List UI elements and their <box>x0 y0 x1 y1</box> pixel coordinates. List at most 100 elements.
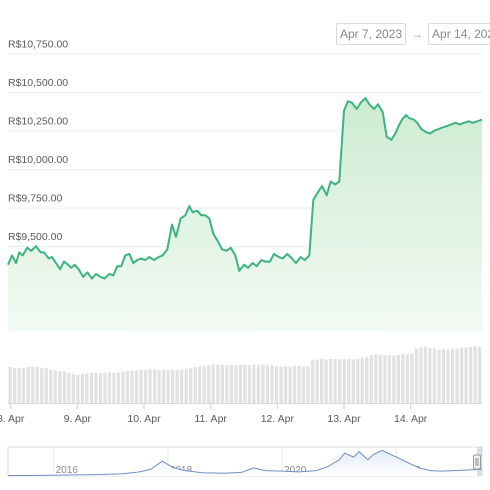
volume-bar <box>134 370 139 403</box>
volume-bar <box>143 369 148 403</box>
x-tick-label: 14. Apr <box>394 413 428 425</box>
volume-bar <box>40 367 44 403</box>
volume-bar <box>261 364 265 403</box>
volume-bar <box>243 364 247 403</box>
volume-bar <box>139 369 143 403</box>
volume-bar <box>89 372 94 403</box>
volume-bar <box>162 369 166 403</box>
volume-bar <box>116 372 121 403</box>
volume-bar <box>22 368 26 403</box>
y-tick-label: R$9,500.00 <box>8 231 62 243</box>
volume-bar <box>279 366 283 403</box>
volume-bar <box>94 372 98 403</box>
volume-bar <box>414 348 419 403</box>
volume-bar <box>207 365 211 403</box>
volume-bar <box>329 358 333 403</box>
volume-bar <box>288 366 292 403</box>
volume-bar <box>180 369 184 403</box>
volume-bar <box>342 358 346 403</box>
volume-bar <box>423 346 428 403</box>
volume-bar <box>297 365 301 403</box>
volume-bar <box>103 372 107 403</box>
volume-bar <box>31 366 35 403</box>
volume-bar <box>401 354 405 403</box>
volume-bar <box>265 365 270 403</box>
navigator-handle[interactable] <box>473 454 481 470</box>
volume-bar <box>324 359 328 403</box>
x-tick-label: 13. Apr <box>327 413 361 425</box>
volume-bar <box>464 347 468 403</box>
price-area <box>8 98 482 331</box>
navigator-area <box>8 450 482 476</box>
volume-bar <box>53 370 57 403</box>
volume-bar <box>198 366 202 403</box>
volume-bar <box>130 370 134 403</box>
volume-bar <box>387 354 391 403</box>
volume-bar <box>247 365 252 403</box>
volume-bar <box>62 371 66 403</box>
volume-bar <box>112 372 116 403</box>
volume-bar <box>441 349 446 403</box>
volume-bar <box>252 364 256 403</box>
volume-bar <box>67 372 71 403</box>
volume-bar <box>49 369 53 403</box>
volume-bar <box>13 368 17 403</box>
volume-bars <box>8 346 482 403</box>
volume-bar <box>478 346 482 403</box>
volume-bar <box>469 346 473 403</box>
volume-bar <box>157 369 161 403</box>
volume-bar <box>35 367 39 403</box>
volume-bar <box>437 349 441 403</box>
price-line <box>7 97 483 280</box>
date-range-selector: Apr 7, 2023 → Apr 14, 2023 <box>336 23 490 45</box>
volume-bar <box>306 366 310 403</box>
volume-bar <box>356 358 360 403</box>
volume-bar <box>148 369 152 403</box>
volume-bar <box>419 347 423 403</box>
volume-bar <box>153 369 157 403</box>
volume-bar <box>270 365 274 403</box>
y-tick-label: R$10,250.00 <box>8 116 68 128</box>
volume-bar <box>374 354 378 403</box>
volume-bar <box>369 354 373 403</box>
volume-bar <box>274 365 279 403</box>
range-arrow-icon: → <box>411 27 424 41</box>
volume-bar <box>71 374 75 403</box>
navigator-year-label: 2020 <box>284 465 307 476</box>
volume-bar <box>473 346 477 403</box>
x-tick-label: 12. Apr <box>261 413 295 425</box>
volume-bar <box>166 369 170 403</box>
volume-bar <box>315 359 319 403</box>
navigator[interactable]: 2016201820202022 <box>7 446 483 477</box>
volume-bar <box>216 364 220 403</box>
volume-bar <box>121 371 125 403</box>
volume-bar <box>365 357 369 403</box>
volume-bar <box>238 364 242 403</box>
volume-bar <box>311 360 315 403</box>
navigator-year-label: 2016 <box>56 465 79 476</box>
volume-bar <box>446 349 450 403</box>
volume-bar <box>256 365 261 403</box>
volume-bar <box>351 359 355 403</box>
volume-bar <box>193 367 197 403</box>
volume-bar <box>225 365 229 403</box>
range-start-input[interactable]: Apr 7, 2023 <box>336 23 407 45</box>
volume-bar <box>432 348 437 403</box>
volume-bar <box>26 367 30 403</box>
volume-bar <box>347 358 351 403</box>
navigator-line <box>8 449 483 476</box>
volume-bar <box>292 365 297 403</box>
volume-bar <box>202 365 206 403</box>
volume-bar <box>320 358 324 403</box>
x-axis: 8. Apr 9. Apr 10. Apr 11. Apr 12. Apr 13. Apr… <box>0 403 482 425</box>
range-end-input[interactable]: Apr 14, 2023 <box>428 23 490 45</box>
volume-bar <box>234 365 238 403</box>
volume-bar <box>125 371 130 403</box>
volume-bar <box>229 364 233 403</box>
volume-bar <box>98 373 103 403</box>
volume-bar <box>184 368 188 403</box>
volume-bar <box>44 368 48 403</box>
volume-bar <box>189 368 193 403</box>
volume-bar <box>333 358 337 403</box>
volume-bar <box>283 366 288 403</box>
